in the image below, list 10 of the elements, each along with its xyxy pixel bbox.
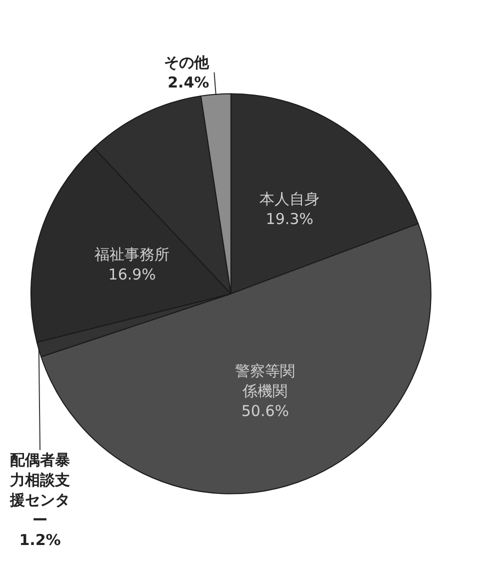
slice-label: 警察等関係機関	[235, 362, 296, 400]
slice-label: 福祉事務所	[94, 246, 170, 264]
slice-label: その他	[164, 53, 210, 72]
data-label: 50.6%	[241, 402, 290, 420]
data-label: 1.2%	[19, 531, 61, 549]
data-label: 19.3%	[266, 210, 314, 228]
slice-label: 配偶者暴力相談支援センター	[9, 451, 70, 529]
data-label: 2.4%	[168, 73, 210, 92]
data-label: 16.9%	[108, 266, 156, 284]
slice-label: 本人自身	[260, 190, 320, 208]
